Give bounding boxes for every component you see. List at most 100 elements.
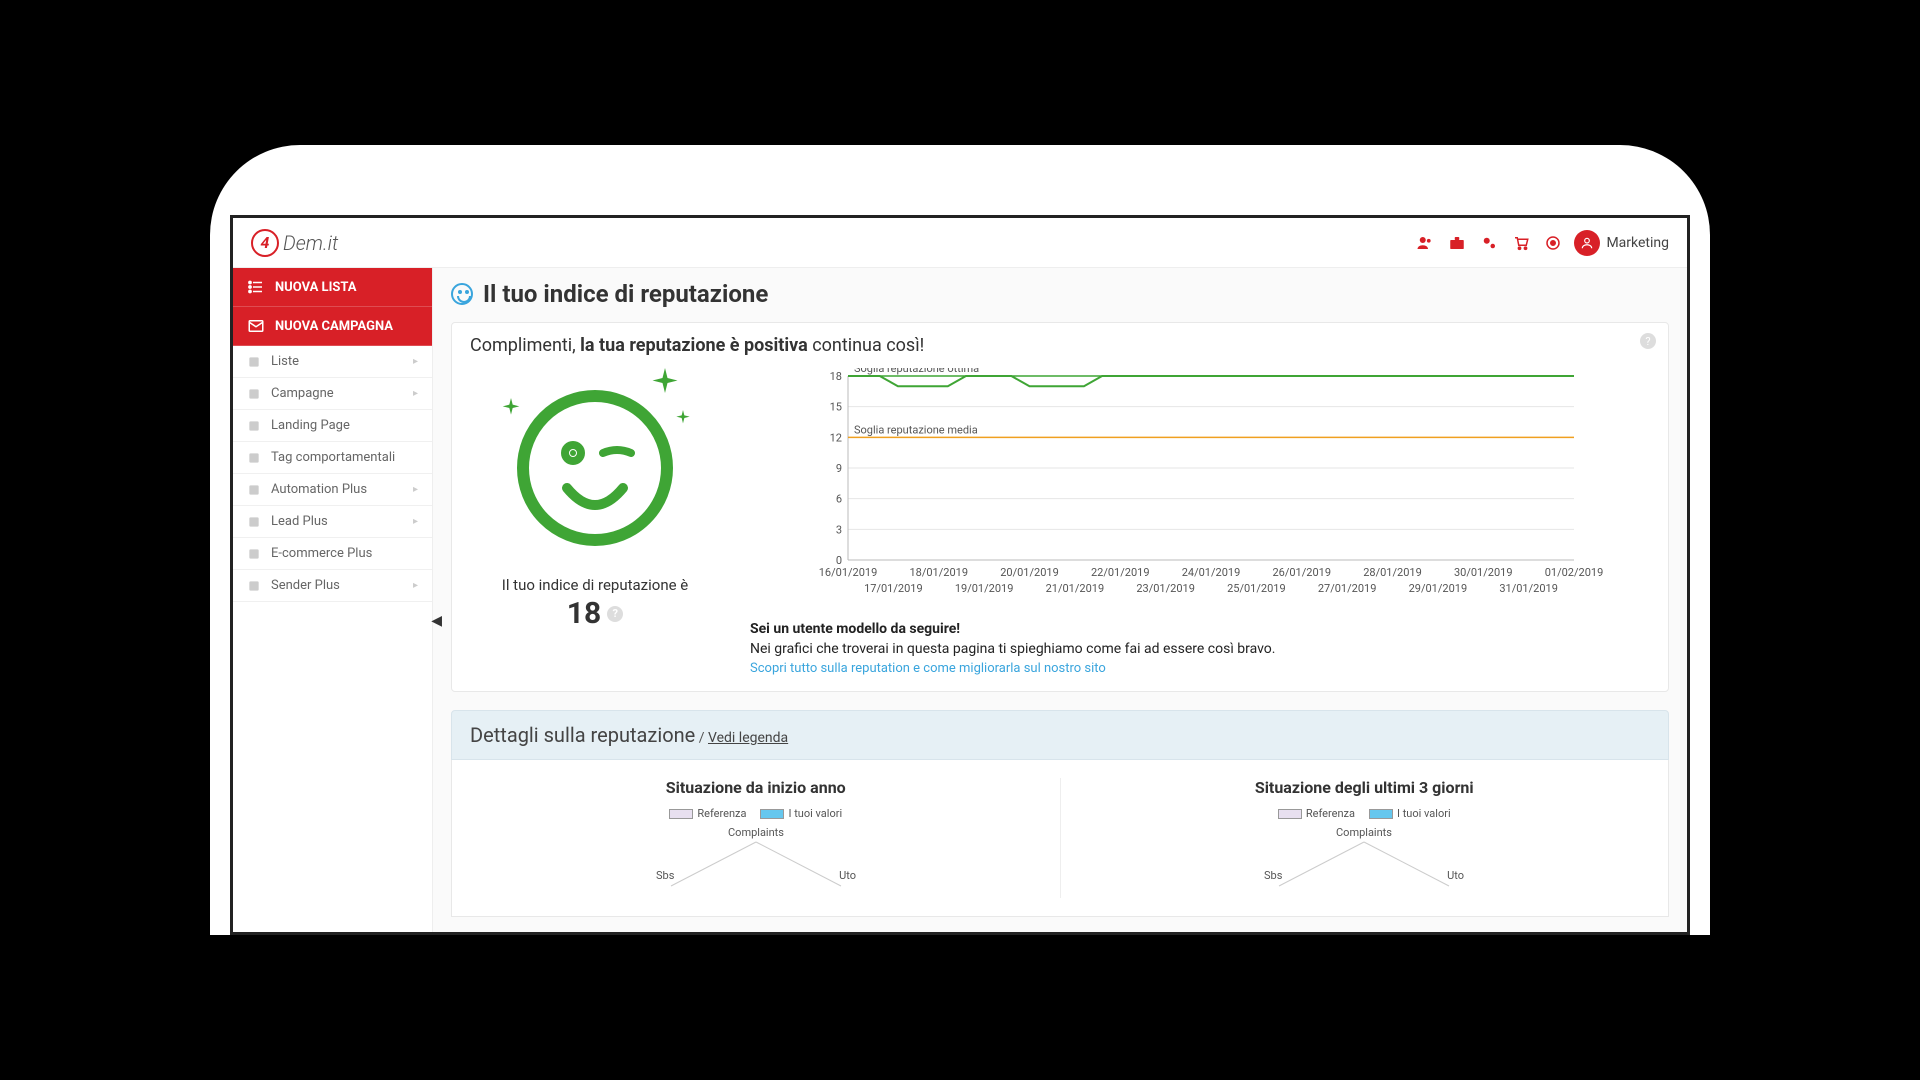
sidebar-item-label: Liste xyxy=(271,354,299,369)
menu-dot-icon xyxy=(247,483,261,497)
svg-text:Sbs: Sbs xyxy=(1264,869,1283,882)
gears-icon[interactable] xyxy=(1480,234,1498,252)
sidebar-item-tag-comportamentali[interactable]: Tag comportamentali xyxy=(233,442,432,474)
svg-text:24/01/2019: 24/01/2019 xyxy=(1182,566,1241,579)
svg-text:31/01/2019: 31/01/2019 xyxy=(1499,582,1558,595)
sidebar-collapse-toggle[interactable]: ◀ xyxy=(431,613,442,629)
user-name: Marketing xyxy=(1606,235,1669,251)
svg-text:28/01/2019: 28/01/2019 xyxy=(1363,566,1422,579)
sidebar-item-lead-plus[interactable]: Lead Plus ▸ xyxy=(233,506,432,538)
sidebar-item-label: Landing Page xyxy=(271,418,350,433)
sparkle-icon xyxy=(650,368,680,398)
menu-dot-icon xyxy=(247,579,261,593)
logo-text: Dem.it xyxy=(283,231,338,255)
chevron-right-icon: ▸ xyxy=(413,516,418,527)
radar-3days: Situazione degli ultimi 3 giorni Referen… xyxy=(1061,778,1669,898)
sparkle-icon xyxy=(501,398,521,418)
legend-link[interactable]: Vedi legenda xyxy=(708,730,788,746)
svg-text:18/01/2019: 18/01/2019 xyxy=(909,566,968,579)
radar-chart: Complaints Uto Sbs xyxy=(626,824,886,894)
radar-year: Situazione da inizio anno Referenza I tu… xyxy=(452,778,1061,898)
svg-text:12: 12 xyxy=(830,431,842,444)
reputation-chart-column: 0369121518Soglia reputazione ottimaSogli… xyxy=(750,368,1650,679)
cart-icon[interactable] xyxy=(1512,234,1530,252)
details-header: Dettagli sulla reputazione / Vedi legend… xyxy=(451,710,1669,760)
menu-dot-icon xyxy=(247,515,261,529)
sparkle-icon xyxy=(675,410,691,426)
svg-text:27/01/2019: 27/01/2019 xyxy=(1318,582,1377,595)
sidebar-item-landing-page[interactable]: Landing Page xyxy=(233,410,432,442)
svg-text:9: 9 xyxy=(836,462,842,475)
sidebar-new-campaign-label: NUOVA CAMPAGNA xyxy=(275,319,393,334)
sidebar-item-automation-plus[interactable]: Automation Plus ▸ xyxy=(233,474,432,506)
svg-text:23/01/2019: 23/01/2019 xyxy=(1136,582,1195,595)
reputation-face-column: Il tuo indice di reputazione è 18 ? xyxy=(470,368,720,631)
sidebar-item-label: Automation Plus xyxy=(271,482,367,497)
svg-text:26/01/2019: 26/01/2019 xyxy=(1272,566,1331,579)
svg-text:Soglia reputazione ottima: Soglia reputazione ottima xyxy=(854,368,979,375)
sidebar-item-sender-plus[interactable]: Sender Plus▸ xyxy=(233,570,432,602)
people-icon[interactable] xyxy=(1416,234,1434,252)
svg-text:Sbs: Sbs xyxy=(656,869,675,882)
reputation-line-chart: 0369121518Soglia reputazione ottimaSogli… xyxy=(750,368,1650,608)
sidebar-item-label: E-commerce Plus xyxy=(271,546,372,561)
sidebar-item-label: Lead Plus xyxy=(271,514,328,529)
svg-text:17/01/2019: 17/01/2019 xyxy=(864,582,923,595)
logo[interactable]: 4 Dem.it xyxy=(251,229,338,257)
sidebar-item-e-commerce-plus[interactable]: E-commerce Plus xyxy=(233,538,432,570)
sidebar-item-label: Campagne xyxy=(271,386,334,401)
app-screen: 4 Dem.it Marketing NUOVA LISTA NU xyxy=(233,218,1687,932)
svg-text:22/01/2019: 22/01/2019 xyxy=(1091,566,1150,579)
svg-text:25/01/2019: 25/01/2019 xyxy=(1227,582,1286,595)
device-frame: 4 Dem.it Marketing NUOVA LISTA NU xyxy=(210,145,1710,935)
topbar: 4 Dem.it Marketing xyxy=(233,218,1687,268)
svg-text:Soglia reputazione media: Soglia reputazione media xyxy=(854,423,978,436)
sidebar-item-label: Tag comportamentali xyxy=(271,450,395,465)
page-title-row: Il tuo indice di reputazione xyxy=(451,280,1669,308)
briefcase-icon[interactable] xyxy=(1448,234,1466,252)
menu-dot-icon xyxy=(247,387,261,401)
main: Il tuo indice di reputazione ? Complimen… xyxy=(433,268,1687,932)
target-icon[interactable] xyxy=(1544,234,1562,252)
help-icon[interactable]: ? xyxy=(607,606,623,622)
sidebar-new-campaign[interactable]: NUOVA CAMPAGNA xyxy=(233,307,432,346)
smiley-icon xyxy=(451,283,473,305)
svg-text:29/01/2019: 29/01/2019 xyxy=(1409,582,1468,595)
svg-text:20/01/2019: 20/01/2019 xyxy=(1000,566,1059,579)
svg-text:Uto: Uto xyxy=(1447,869,1464,882)
radar-3days-title: Situazione degli ultimi 3 giorni xyxy=(1081,778,1649,797)
reputation-learn-more-link[interactable]: Scopri tutto sulla reputation e come mig… xyxy=(750,661,1106,676)
reputation-face xyxy=(495,368,695,568)
svg-text:Complaints: Complaints xyxy=(1336,826,1392,839)
logo-badge: 4 xyxy=(251,229,279,257)
help-icon[interactable]: ? xyxy=(1640,333,1656,349)
user-menu[interactable]: Marketing xyxy=(1574,230,1669,256)
chevron-right-icon: ▸ xyxy=(413,356,418,367)
compliment-text: Complimenti, la tua reputazione è positi… xyxy=(470,335,1650,356)
radar-legend: Referenza I tuoi valori xyxy=(472,807,1040,820)
list-icon xyxy=(247,278,265,296)
svg-text:18: 18 xyxy=(830,370,842,383)
svg-text:19/01/2019: 19/01/2019 xyxy=(955,582,1014,595)
menu-dot-icon xyxy=(247,355,261,369)
page-title: Il tuo indice di reputazione xyxy=(483,280,768,308)
svg-text:Uto: Uto xyxy=(839,869,856,882)
menu-dot-icon xyxy=(247,451,261,465)
sidebar-item-liste[interactable]: Liste ▸ xyxy=(233,346,432,378)
user-avatar-icon xyxy=(1574,230,1600,256)
sidebar-new-list[interactable]: NUOVA LISTA xyxy=(233,268,432,307)
details-body: Situazione da inizio anno Referenza I tu… xyxy=(451,760,1669,917)
svg-text:30/01/2019: 30/01/2019 xyxy=(1454,566,1513,579)
radar-year-title: Situazione da inizio anno xyxy=(472,778,1040,797)
envelope-icon xyxy=(247,317,265,335)
chart-notes: Sei un utente modello da seguire! Nei gr… xyxy=(750,620,1650,679)
svg-text:3: 3 xyxy=(836,523,842,536)
topbar-icons xyxy=(1416,234,1562,252)
chevron-right-icon: ▸ xyxy=(413,484,418,495)
radar-chart: Complaints Uto Sbs xyxy=(1234,824,1494,894)
screen-border: 4 Dem.it Marketing NUOVA LISTA NU xyxy=(230,215,1690,935)
sidebar-item-campagne[interactable]: Campagne▸ xyxy=(233,378,432,410)
sidebar-item-label: Sender Plus xyxy=(271,578,340,593)
reputation-index-value: 18 ? xyxy=(567,596,623,631)
reputation-index-label: Il tuo indice di reputazione è xyxy=(470,576,720,594)
